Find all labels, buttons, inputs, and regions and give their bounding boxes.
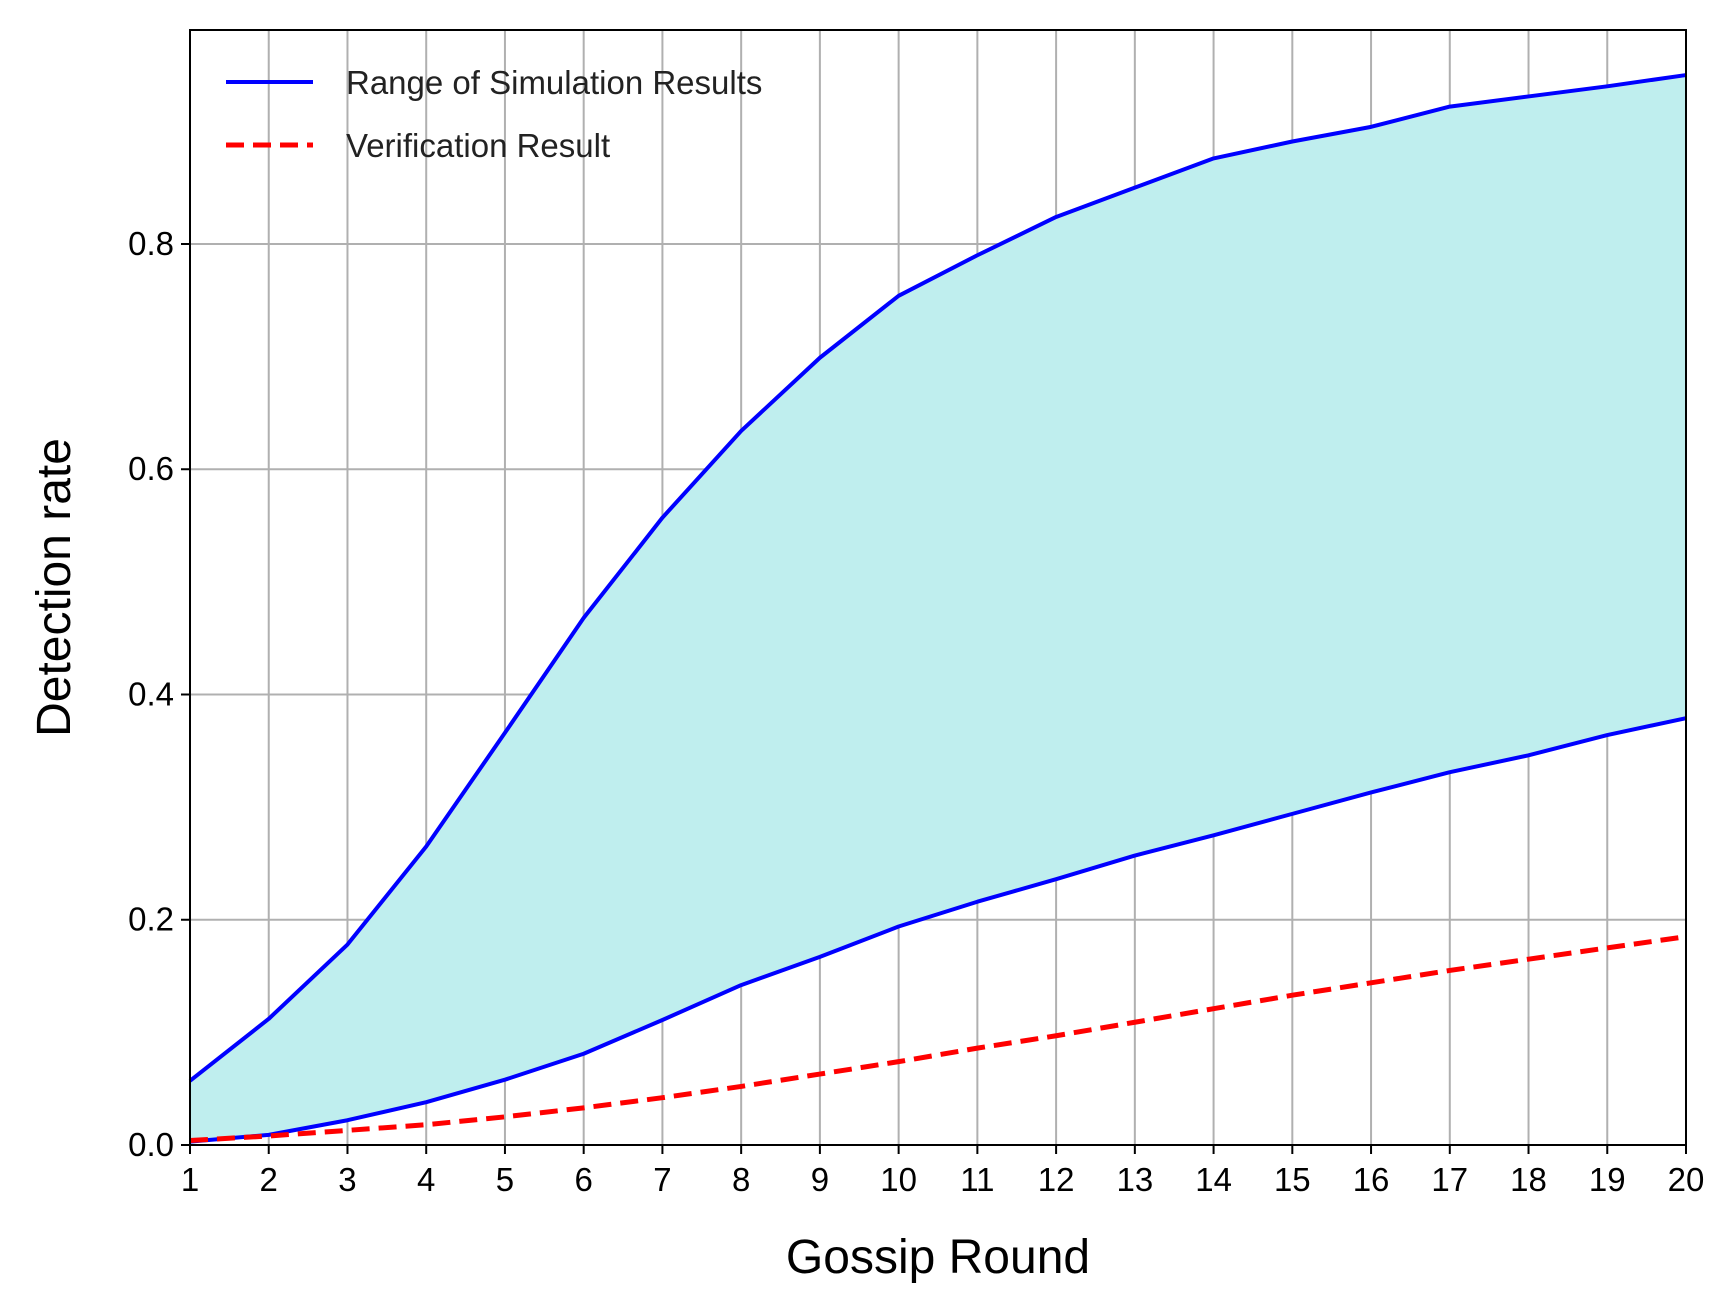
x-tick-label-20: 20 bbox=[1668, 1161, 1705, 1198]
axis-ticks: 1 2 3 4 5 6 7 8 9 10 11 12 13 14 15 16 17 18 19 200.00.20.4… bbox=[128, 225, 1704, 1198]
y-axis-label: Detection rate bbox=[28, 438, 81, 737]
y-tick-label-1: 0.2 bbox=[128, 901, 174, 938]
x-tick-label-12: 12 bbox=[1038, 1161, 1075, 1198]
legend: Range of Simulation Results Verification… bbox=[226, 64, 762, 164]
x-tick-label-16: 16 bbox=[1353, 1161, 1390, 1198]
x-tick-label-3: 3 bbox=[338, 1161, 356, 1198]
simulation-range-band bbox=[190, 75, 1686, 1142]
simulation-upper-line bbox=[188, 73, 1687, 1083]
x-tick-label-8: 8 bbox=[732, 1161, 750, 1198]
x-tick-label-2: 2 bbox=[260, 1161, 278, 1198]
verification-line bbox=[189, 934, 1687, 1143]
simulation-range-fill bbox=[190, 75, 1686, 1142]
y-tick-label-2: 0.4 bbox=[128, 675, 174, 712]
y-tick-label-3: 0.6 bbox=[128, 450, 174, 487]
x-tick-label-5: 5 bbox=[496, 1161, 514, 1198]
x-tick-label-9: 9 bbox=[811, 1161, 829, 1198]
y-tick-label-0: 0.0 bbox=[128, 1126, 174, 1163]
plot-frame bbox=[189, 29, 1687, 1146]
x-tick-label-13: 13 bbox=[1116, 1161, 1153, 1198]
legend-label-verification: Verification Result bbox=[346, 127, 610, 164]
simulation-lower-line bbox=[189, 716, 1687, 1144]
legend-label-simulation: Range of Simulation Results bbox=[346, 64, 762, 101]
x-tick-label-11: 11 bbox=[960, 1161, 994, 1198]
x-tick-label-18: 18 bbox=[1510, 1161, 1547, 1198]
x-tick-label-7: 7 bbox=[653, 1161, 671, 1198]
x-axis-label: Gossip Round bbox=[786, 1231, 1090, 1284]
x-tick-label-4: 4 bbox=[417, 1161, 435, 1198]
series-lines bbox=[188, 73, 1687, 1144]
x-tick-label-10: 10 bbox=[880, 1161, 917, 1198]
y-tick-label-4: 0.8 bbox=[128, 225, 174, 262]
x-tick-label-14: 14 bbox=[1195, 1161, 1232, 1198]
x-tick-label-17: 17 bbox=[1431, 1161, 1468, 1198]
x-tick-label-6: 6 bbox=[575, 1161, 593, 1198]
x-tick-label-1: 1 bbox=[181, 1161, 199, 1198]
x-tick-label-15: 15 bbox=[1274, 1161, 1311, 1198]
x-tick-label-19: 19 bbox=[1589, 1161, 1626, 1198]
